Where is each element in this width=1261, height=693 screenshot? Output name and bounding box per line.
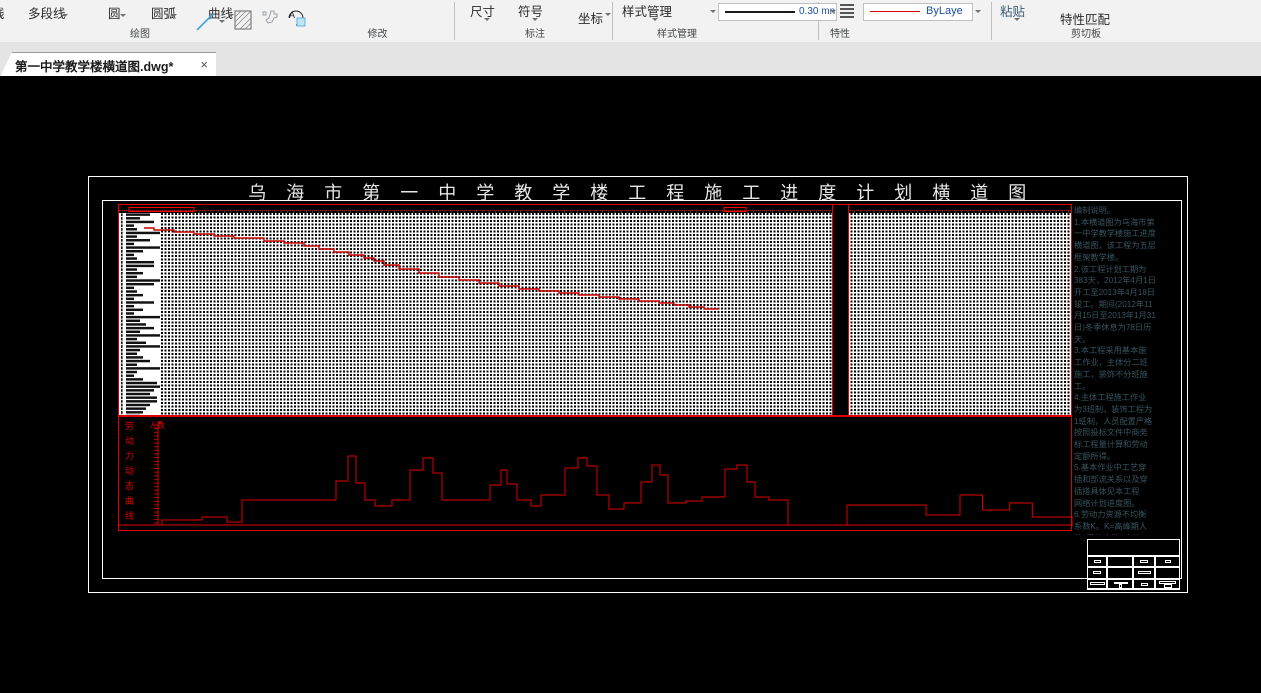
svg-text:A: A [289, 10, 295, 20]
